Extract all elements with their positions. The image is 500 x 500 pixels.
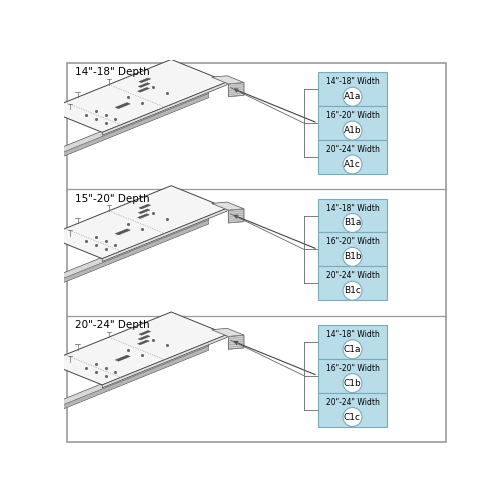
Polygon shape: [138, 209, 150, 214]
Text: 14"-18" Width: 14"-18" Width: [326, 78, 380, 86]
Text: A1b: A1b: [344, 126, 361, 135]
Text: 16"-20" Width: 16"-20" Width: [326, 111, 380, 120]
Text: 16"-20" Width: 16"-20" Width: [326, 238, 380, 246]
Polygon shape: [51, 220, 208, 288]
Circle shape: [343, 214, 362, 233]
Text: 14"-18" Width: 14"-18" Width: [326, 204, 380, 212]
FancyBboxPatch shape: [318, 106, 387, 140]
FancyBboxPatch shape: [318, 72, 387, 106]
Circle shape: [343, 408, 362, 426]
FancyBboxPatch shape: [318, 232, 387, 266]
Polygon shape: [138, 214, 149, 218]
FancyBboxPatch shape: [318, 266, 387, 300]
Text: 14"-18" Depth: 14"-18" Depth: [74, 68, 150, 78]
FancyBboxPatch shape: [318, 359, 387, 392]
Circle shape: [343, 155, 362, 174]
Text: 20"-24" Width: 20"-24" Width: [326, 272, 380, 280]
Polygon shape: [228, 209, 244, 223]
Circle shape: [343, 340, 362, 359]
Polygon shape: [46, 60, 227, 132]
Polygon shape: [46, 312, 227, 385]
Polygon shape: [138, 82, 150, 87]
Polygon shape: [138, 335, 150, 340]
Polygon shape: [212, 202, 244, 210]
Text: 20"-24" Width: 20"-24" Width: [326, 145, 380, 154]
Polygon shape: [138, 88, 149, 92]
Text: C1c: C1c: [344, 412, 361, 422]
Polygon shape: [228, 82, 244, 96]
FancyBboxPatch shape: [318, 392, 387, 426]
Text: 20"-24" Width: 20"-24" Width: [326, 398, 380, 406]
Polygon shape: [102, 208, 227, 262]
FancyBboxPatch shape: [318, 198, 387, 232]
Circle shape: [343, 87, 362, 106]
Text: A1a: A1a: [344, 92, 361, 101]
FancyBboxPatch shape: [318, 325, 387, 359]
Polygon shape: [139, 204, 150, 209]
Text: C1b: C1b: [344, 378, 361, 388]
Text: B1a: B1a: [344, 218, 361, 228]
Polygon shape: [212, 328, 244, 336]
Polygon shape: [51, 346, 208, 414]
Polygon shape: [51, 94, 208, 162]
Polygon shape: [138, 340, 149, 345]
Polygon shape: [228, 335, 244, 349]
Polygon shape: [102, 334, 227, 388]
Polygon shape: [102, 82, 227, 135]
Circle shape: [343, 121, 362, 140]
Polygon shape: [51, 340, 208, 410]
Text: B1b: B1b: [344, 252, 361, 262]
Text: A1c: A1c: [344, 160, 361, 169]
Text: 15"-20" Depth: 15"-20" Depth: [74, 194, 149, 203]
Polygon shape: [115, 102, 130, 108]
Polygon shape: [115, 229, 130, 235]
FancyBboxPatch shape: [318, 140, 387, 174]
Polygon shape: [212, 76, 244, 84]
Polygon shape: [115, 355, 130, 361]
Polygon shape: [51, 88, 208, 158]
Circle shape: [343, 282, 362, 300]
Text: B1c: B1c: [344, 286, 361, 296]
Polygon shape: [139, 330, 150, 335]
Circle shape: [343, 248, 362, 266]
Polygon shape: [46, 186, 227, 258]
Circle shape: [343, 374, 362, 392]
Text: 16"-20" Width: 16"-20" Width: [326, 364, 380, 372]
Polygon shape: [139, 78, 150, 82]
Text: C1a: C1a: [344, 345, 361, 354]
FancyBboxPatch shape: [67, 63, 446, 442]
Text: 20"-24" Depth: 20"-24" Depth: [74, 320, 149, 330]
Text: 14"-18" Width: 14"-18" Width: [326, 330, 380, 339]
Polygon shape: [51, 214, 208, 284]
